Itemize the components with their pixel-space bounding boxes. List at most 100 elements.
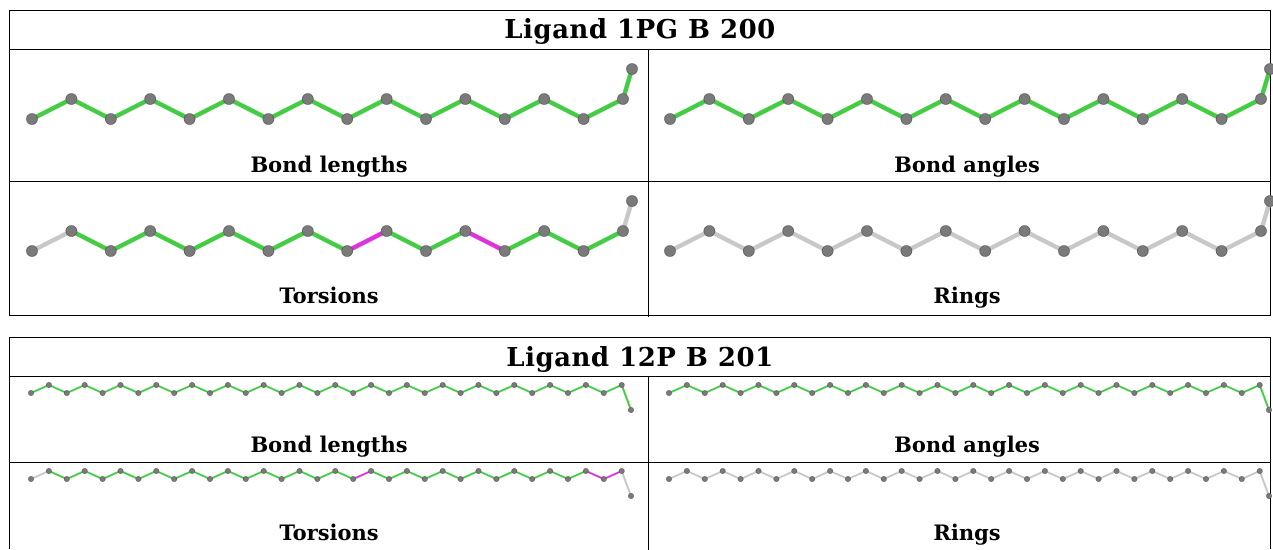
atom xyxy=(774,390,779,395)
atom xyxy=(980,114,991,125)
bond xyxy=(138,385,156,393)
atom xyxy=(1078,382,1083,387)
atom xyxy=(548,468,553,473)
bond xyxy=(111,99,150,119)
atom xyxy=(1024,390,1029,395)
atom xyxy=(512,382,517,387)
atom xyxy=(953,390,958,395)
bond xyxy=(31,471,49,479)
atom xyxy=(774,476,779,481)
atom xyxy=(1132,476,1137,481)
atom xyxy=(822,246,833,257)
column-divider xyxy=(648,377,649,550)
molecule-image-bond-angles xyxy=(666,51,1273,139)
atom xyxy=(1203,476,1208,481)
bond xyxy=(49,471,67,479)
bond xyxy=(1222,231,1261,251)
atom xyxy=(100,390,105,395)
atom xyxy=(989,390,994,395)
atom xyxy=(1059,114,1070,125)
atom xyxy=(1098,226,1109,237)
bond xyxy=(353,385,371,393)
atom xyxy=(421,246,432,257)
bond xyxy=(1182,99,1221,119)
bond xyxy=(1224,385,1242,393)
bond xyxy=(496,471,514,479)
molecule-image-rings xyxy=(666,464,1273,500)
atom xyxy=(822,114,833,125)
bond xyxy=(830,471,848,479)
caption-torsions: Torsions xyxy=(19,283,639,308)
bond xyxy=(946,99,985,119)
atom xyxy=(548,382,553,387)
bond xyxy=(347,231,386,251)
atom xyxy=(619,468,624,473)
bond xyxy=(246,471,264,479)
atom xyxy=(1186,468,1191,473)
bond xyxy=(426,99,465,119)
bond xyxy=(461,471,479,479)
bond xyxy=(687,385,705,393)
bond xyxy=(1188,385,1206,393)
bond xyxy=(902,385,920,393)
atom xyxy=(743,114,754,125)
bond xyxy=(425,471,443,479)
bond xyxy=(210,385,228,393)
bond xyxy=(920,385,938,393)
atom xyxy=(627,196,638,207)
bond xyxy=(32,99,71,119)
bond xyxy=(973,471,991,479)
atom xyxy=(1256,94,1267,105)
bond xyxy=(586,471,604,479)
caption-rings: Rings xyxy=(657,283,1273,308)
atom xyxy=(583,468,588,473)
atom xyxy=(565,476,570,481)
atom xyxy=(601,390,606,395)
molecule-image-torsions xyxy=(28,183,640,271)
bond xyxy=(228,385,246,393)
bond xyxy=(749,99,788,119)
atom xyxy=(881,390,886,395)
atom xyxy=(100,476,105,481)
bond xyxy=(586,385,604,393)
atom xyxy=(1137,114,1148,125)
bond xyxy=(514,385,532,393)
atom xyxy=(172,390,177,395)
bond xyxy=(867,99,906,119)
bond xyxy=(407,385,425,393)
atom xyxy=(618,226,629,237)
atom xyxy=(828,382,833,387)
caption-torsions: Torsions xyxy=(19,520,639,545)
bond xyxy=(1117,471,1135,479)
bond xyxy=(443,471,461,479)
atom xyxy=(1150,382,1155,387)
atom xyxy=(738,390,743,395)
bond xyxy=(670,99,709,119)
bond xyxy=(1027,385,1045,393)
bond xyxy=(229,99,268,119)
atom xyxy=(1221,382,1226,387)
atom xyxy=(225,382,230,387)
bond xyxy=(848,385,866,393)
bond xyxy=(812,471,830,479)
atom xyxy=(1096,390,1101,395)
bond xyxy=(103,471,121,479)
bond xyxy=(1134,385,1152,393)
atom xyxy=(190,382,195,387)
bond xyxy=(794,385,812,393)
atom xyxy=(190,468,195,473)
atom xyxy=(899,382,904,387)
bond xyxy=(31,385,49,393)
bond xyxy=(371,471,389,479)
bond xyxy=(1045,471,1063,479)
atom xyxy=(684,468,689,473)
bond xyxy=(776,385,794,393)
atom xyxy=(82,382,87,387)
bond xyxy=(228,471,246,479)
ligand-table-12p: Ligand 12P B 201 Bond lengths Bond angle… xyxy=(9,337,1271,549)
bond xyxy=(317,471,335,479)
bond xyxy=(906,231,945,251)
bond xyxy=(479,385,497,393)
bond xyxy=(156,471,174,479)
atom xyxy=(105,114,116,125)
